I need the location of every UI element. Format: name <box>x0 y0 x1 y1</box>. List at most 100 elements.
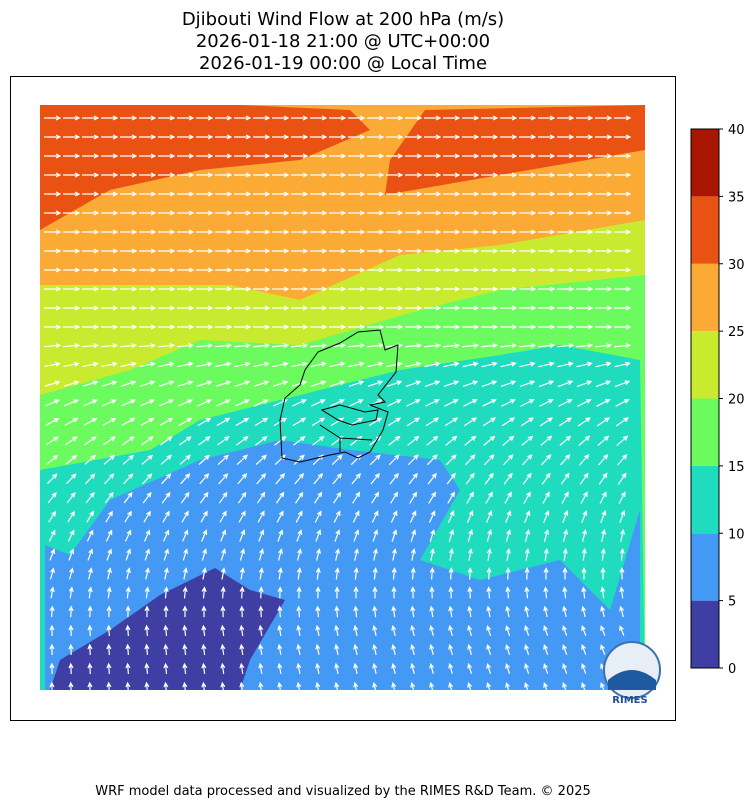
wind-arrow <box>348 210 366 216</box>
wind-arrow <box>448 529 455 542</box>
wind-arrow <box>63 267 81 273</box>
wind-arrow <box>448 624 454 636</box>
colorbar-band <box>691 263 719 332</box>
wind-arrow <box>334 567 340 580</box>
wind-arrow <box>44 305 62 311</box>
wind-arrow <box>179 454 191 465</box>
wind-arrow <box>560 472 570 485</box>
wind-arrow <box>538 286 556 292</box>
wind-arrow <box>329 172 347 178</box>
wind-arrow <box>500 172 518 178</box>
wind-arrow <box>500 343 518 349</box>
wind-arrow <box>576 380 593 388</box>
wind-arrow <box>63 191 81 197</box>
wind-arrow <box>177 286 195 292</box>
wind-arrow <box>120 361 137 368</box>
wind-arrow <box>63 324 81 330</box>
wind-arrow <box>557 286 575 292</box>
wind-arrow <box>444 417 459 427</box>
wind-arrow <box>524 605 530 618</box>
wind-arrow <box>538 248 556 254</box>
wind-arrow <box>386 115 404 121</box>
wind-arrow <box>390 510 398 523</box>
wind-arrow <box>296 624 302 637</box>
wind-arrow <box>520 399 535 407</box>
wind-arrow <box>462 343 480 349</box>
wind-arrow <box>616 435 629 447</box>
wind-arrow <box>291 153 309 159</box>
wind-arrow <box>158 191 176 197</box>
wind-arrow <box>68 681 74 694</box>
wind-arrow <box>180 473 191 485</box>
wind-arrow <box>462 229 480 235</box>
wind-arrow <box>329 191 347 197</box>
wind-arrow <box>310 153 328 159</box>
wind-arrow <box>486 643 492 655</box>
wind-arrow <box>329 380 346 387</box>
wind-arrow <box>519 153 537 159</box>
wind-arrow <box>49 605 55 618</box>
wind-arrow <box>600 682 606 693</box>
wind-arrow <box>66 473 77 485</box>
wind-arrow <box>429 567 435 580</box>
wind-arrow <box>143 510 151 523</box>
wind-arrow <box>291 134 309 140</box>
wind-arrow <box>443 380 460 388</box>
wind-arrow <box>63 172 81 178</box>
wind-arrow <box>348 267 366 273</box>
wind-arrow <box>481 229 499 235</box>
wind-arrow <box>448 605 454 618</box>
wind-arrow <box>467 624 473 636</box>
wind-arrow <box>239 567 245 580</box>
wind-arrow <box>177 343 195 349</box>
wind-arrow <box>201 529 208 542</box>
wind-arrow <box>407 454 419 466</box>
wind-arrow <box>277 567 283 580</box>
wind-arrow <box>158 153 176 159</box>
wind-arrow <box>215 343 233 349</box>
wind-arrow <box>272 115 290 121</box>
wind-arrow <box>49 567 55 580</box>
wind-arrow <box>619 586 625 599</box>
wind-arrow <box>161 473 172 485</box>
wind-arrow <box>82 115 100 121</box>
wind-arrow <box>144 624 150 637</box>
wind-arrow <box>386 380 403 387</box>
wind-arrow <box>388 454 400 466</box>
wind-arrow <box>215 115 233 121</box>
wind-arrow <box>272 267 290 273</box>
wind-arrow <box>139 229 157 235</box>
wind-arrow <box>443 229 461 235</box>
logo: RIMES <box>603 641 661 706</box>
wind-arrow <box>158 343 176 349</box>
wind-arrow <box>427 472 437 485</box>
wind-arrow <box>353 586 359 599</box>
wind-arrow <box>139 248 157 254</box>
wind-arrow <box>84 454 97 465</box>
wind-arrow <box>410 605 416 618</box>
wind-arrow <box>595 229 613 235</box>
wind-arrow <box>120 380 137 387</box>
wind-arrow <box>543 644 549 655</box>
wind-arrow <box>443 172 461 178</box>
wind-arrow <box>519 134 537 140</box>
wind-arrow <box>595 172 613 178</box>
wind-arrow <box>163 643 169 656</box>
wind-arrow <box>220 548 227 561</box>
wind-arrow <box>614 324 632 330</box>
wind-arrow <box>234 172 252 178</box>
wind-arrow <box>481 172 499 178</box>
wind-arrow <box>196 115 214 121</box>
wind-arrow <box>481 248 499 254</box>
wind-arrow <box>481 267 499 273</box>
wind-arrow <box>258 548 264 561</box>
wind-arrow <box>462 324 480 330</box>
wind-arrow <box>234 361 251 368</box>
wind-arrow <box>292 417 307 427</box>
wind-arrow <box>386 134 404 140</box>
wind-arrow <box>447 510 455 523</box>
wind-arrow <box>120 324 138 330</box>
wind-arrow <box>158 324 176 330</box>
wind-arrow <box>542 491 550 504</box>
wind-arrow <box>125 586 131 599</box>
